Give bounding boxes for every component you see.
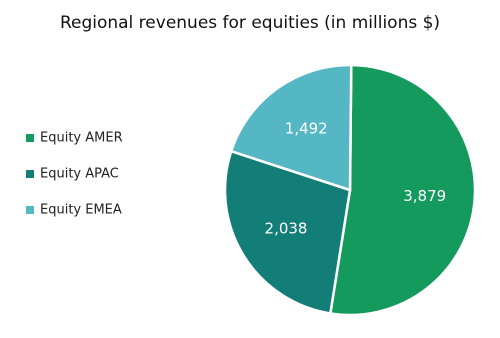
chart-title: Regional revenues for equities (in milli… [60,13,440,33]
legend-label: Equity EMEA [40,203,122,218]
legend-label: Equity AMER [40,131,123,146]
legend-marker [26,170,34,178]
value-label: 2,038 [265,220,308,238]
value-label: 3,879 [403,187,446,205]
pie-slice [328,63,477,317]
pie-slice [229,63,353,192]
legend-marker [26,134,34,142]
legend-label: Equity APAC [40,167,119,182]
legend-marker [26,206,34,214]
value-label: 1,492 [285,120,328,138]
pie-slice [223,149,352,315]
